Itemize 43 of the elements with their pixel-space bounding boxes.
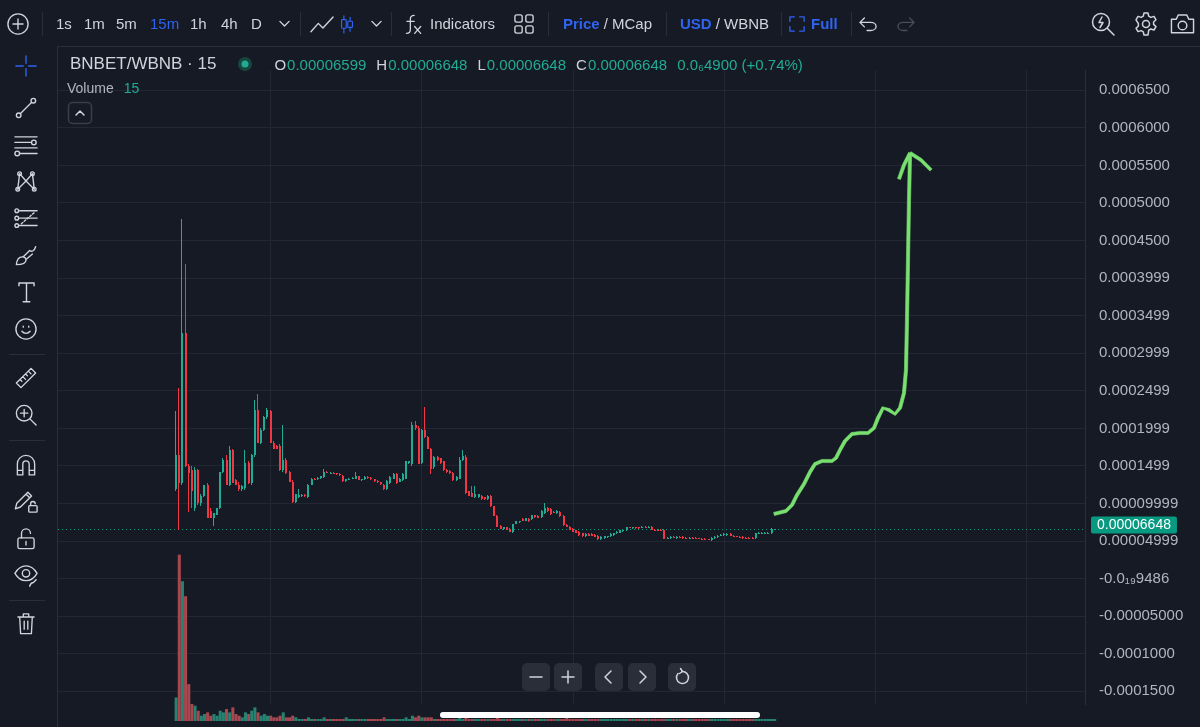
- text: 15m: [150, 15, 180, 33]
- text: D: [251, 15, 262, 33]
- y-tick-label: -0.00005000: [1099, 606, 1184, 624]
- y-tick-label: -0.0001500: [1099, 681, 1175, 699]
- y-tick-label: 0.00009999: [1099, 493, 1179, 511]
- text: USD: [680, 15, 712, 33]
- y-tick-label: 0.0006000: [1099, 117, 1170, 135]
- chart-title: BNBET/WBNB · 15: [70, 54, 217, 74]
- text: Price: [563, 15, 600, 33]
- annotation: 0.00006648: [486, 55, 567, 73]
- y-tick-label: 0.0002499: [1099, 380, 1170, 398]
- text: 5m: [116, 15, 137, 33]
- text: / WBNB: [715, 15, 770, 33]
- text: / MCap: [603, 15, 653, 33]
- annotation: L: [477, 55, 486, 73]
- y-tick-label: 0.0002999: [1099, 343, 1170, 361]
- annotation: C: [576, 55, 587, 73]
- text: Full: [811, 15, 838, 33]
- annotation: 0.00006648: [587, 55, 668, 73]
- text: Indicators: [430, 15, 496, 33]
- text: 4h: [221, 15, 238, 33]
- y-tick-label: 0.0005500: [1099, 155, 1170, 173]
- annotation: 0.0₆4900 (+0.74%): [677, 55, 803, 73]
- y-tick-label: -0.0₁₉9486: [1099, 568, 1170, 586]
- y-tick-label: 0.0001499: [1099, 456, 1170, 474]
- text: 1s: [56, 15, 72, 33]
- text: 1h: [190, 15, 207, 33]
- chart-title: Volume: [67, 80, 114, 96]
- annotation: O: [274, 55, 287, 73]
- text: 1m: [84, 15, 105, 33]
- annotation: 15: [123, 80, 140, 96]
- y-tick-label: 0.00004999: [1099, 531, 1179, 549]
- y-tick-label: -0.0001000: [1099, 643, 1175, 661]
- y-tick-label: 0.0001999: [1099, 418, 1170, 436]
- y-tick-label: 0.0003999: [1099, 268, 1170, 286]
- y-tick-label: 0.0006500: [1099, 80, 1170, 98]
- y-tick-label: 0.0003499: [1099, 305, 1170, 323]
- annotation: H: [376, 55, 388, 73]
- annotation: 0.00006599: [287, 55, 367, 73]
- y-tick-label: 0.0005000: [1099, 193, 1170, 211]
- ref-line-label: 0.00006648: [1097, 516, 1172, 533]
- annotation: 0.00006648: [388, 55, 468, 73]
- y-tick-label: 0.0004500: [1099, 230, 1170, 248]
